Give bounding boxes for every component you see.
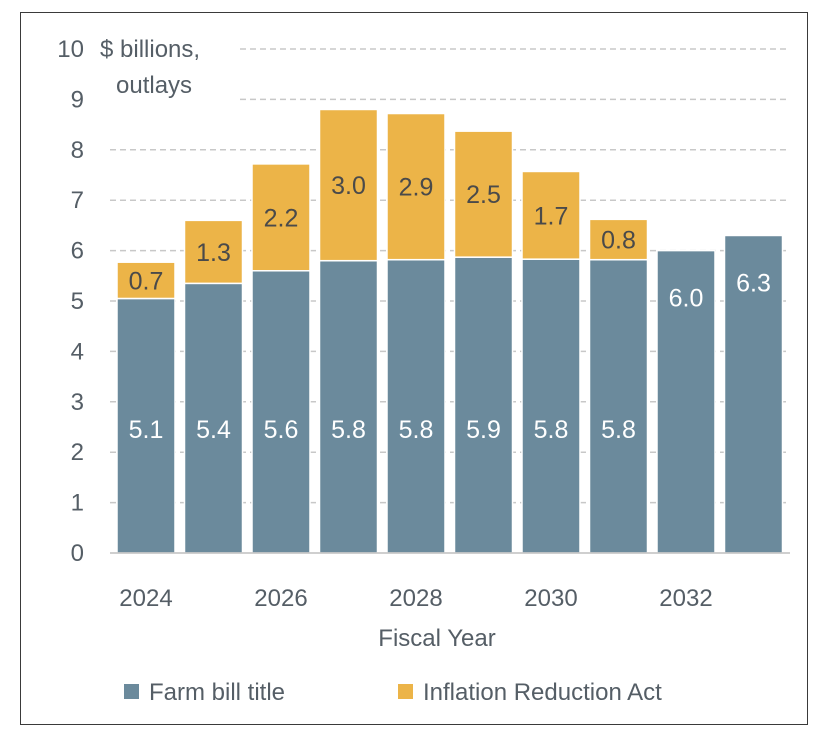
x-tick-label: 2032 (659, 585, 712, 612)
bar-farm-bill-title-2031 (588, 258, 649, 554)
legend: Farm bill title Inflation Reduction Act (124, 679, 662, 706)
bar-inflation-reduction-act-2029 (453, 130, 514, 258)
bar-inflation-reduction-act-2031 (588, 218, 649, 261)
data-label-farm-bill-title-2028: 5.8 (399, 416, 434, 444)
legend-label-farm-bill-title: Farm bill title (149, 679, 285, 706)
y-tick-label: 0 (71, 540, 84, 567)
data-label-farm-bill-title-2024: 5.1 (129, 416, 164, 444)
bar-farm-bill-title-2026 (251, 270, 311, 554)
bar-farm-bill-title-2028 (386, 258, 446, 554)
y-tick-label: 7 (71, 187, 84, 214)
data-label-farm-bill-title-2025: 5.4 (196, 416, 231, 444)
unit-label-background (98, 38, 240, 104)
data-label-inflation-reduction-act-2027: 3.0 (331, 172, 366, 200)
legend-swatch-inflation-reduction-act (398, 684, 413, 699)
data-label-farm-bill-title-2030: 5.8 (534, 416, 569, 444)
data-label-inflation-reduction-act-2025: 1.3 (196, 239, 231, 267)
legend-swatch-farm-bill-title (124, 684, 139, 699)
data-label-farm-bill-title-2029: 5.9 (466, 416, 501, 444)
bar-farm-bill-title-2033 (723, 234, 784, 554)
bar-farm-bill-title-2025 (183, 282, 244, 554)
bar-inflation-reduction-act-2025 (183, 219, 244, 285)
x-tick-label: 2024 (119, 585, 172, 612)
unit-label-line-1: $ billions, (100, 36, 200, 63)
x-tick-label: 2028 (389, 585, 442, 612)
x-axis-title: Fiscal Year (378, 625, 495, 652)
y-tick-label: 6 (71, 238, 84, 265)
legend-label-inflation-reduction-act: Inflation Reduction Act (423, 679, 662, 706)
bar-inflation-reduction-act-2027 (318, 108, 379, 262)
y-tick-label: 9 (71, 86, 84, 113)
y-tick-label: 3 (71, 389, 84, 416)
bar-farm-bill-title-2029 (453, 256, 514, 554)
bar-inflation-reduction-act-2024 (116, 261, 176, 300)
y-tick-label: 2 (71, 439, 84, 466)
y-tick-label: 1 (71, 490, 84, 517)
data-label-farm-bill-title-2032: 6.0 (669, 285, 704, 313)
y-tick-label: 10 (57, 36, 84, 63)
y-tick-label: 4 (71, 338, 84, 365)
data-label-inflation-reduction-act-2028: 2.9 (399, 174, 434, 202)
bar-farm-bill-title-2030 (521, 258, 581, 554)
bar-farm-bill-title-2027 (318, 259, 379, 554)
data-label-farm-bill-title-2027: 5.8 (331, 416, 366, 444)
y-tick-label: 5 (71, 288, 84, 315)
data-label-inflation-reduction-act-2024: 0.7 (129, 267, 164, 295)
bar-inflation-reduction-act-2026 (251, 163, 311, 272)
data-label-farm-bill-title-2031: 5.8 (601, 416, 636, 444)
data-label-farm-bill-title-2033: 6.3 (736, 269, 771, 297)
data-label-inflation-reduction-act-2029: 2.5 (466, 181, 501, 209)
bars (116, 108, 784, 554)
data-label-inflation-reduction-act-2026: 2.2 (264, 204, 299, 232)
data-label-inflation-reduction-act-2030: 1.7 (534, 202, 569, 230)
bar-farm-bill-title-2032 (656, 249, 716, 554)
y-axis-ticks: 0 1 2 3 4 5 6 7 8 9 10 (57, 36, 84, 567)
unit-label-line-2: outlays (116, 72, 192, 99)
x-tick-label: 2026 (254, 585, 307, 612)
x-axis-ticks: 2024 2026 2028 2030 2032 (119, 585, 712, 612)
data-labels: 5.1 0.7 5.4 1.3 5.6 2.2 5.8 3.0 5.8 2.9 5.9 2.5 5.8 1… (129, 172, 771, 444)
x-tick-label: 2030 (524, 585, 577, 612)
bar-farm-bill-title-2024 (116, 297, 176, 554)
bar-inflation-reduction-act-2028 (386, 112, 446, 261)
bar-inflation-reduction-act-2030 (521, 170, 581, 260)
data-label-inflation-reduction-act-2031: 0.8 (601, 227, 636, 255)
data-label-farm-bill-title-2026: 5.6 (264, 416, 299, 444)
y-tick-label: 8 (71, 137, 84, 164)
